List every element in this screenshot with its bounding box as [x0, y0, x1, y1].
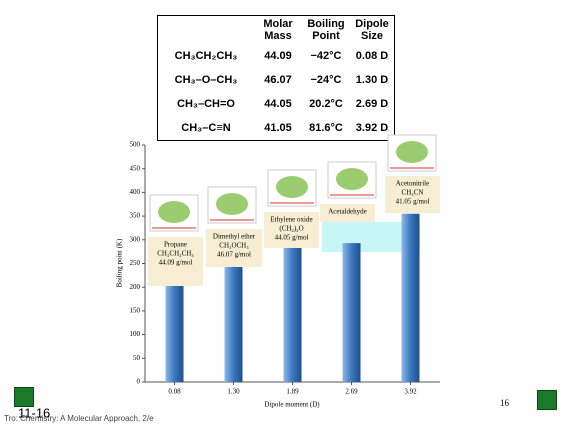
bar	[225, 264, 243, 382]
bar	[284, 247, 302, 382]
slide-id: 11-16	[18, 405, 50, 420]
x-axis-label: Dipole moment (D)	[264, 401, 320, 409]
bar-annotation: Ethylene oxide	[270, 216, 312, 224]
x-tick-label: 2.69	[345, 388, 358, 396]
y-tick-label: 350	[130, 212, 141, 220]
bar-annotation: 44.05 g/mol	[275, 234, 309, 242]
molecule-image	[336, 168, 368, 190]
y-axis-label: Boiling point (K)	[116, 238, 124, 287]
y-tick-label: 450	[130, 164, 141, 172]
bar-annotation: Dimethyl ether	[213, 233, 256, 241]
y-tick-label: 500	[130, 141, 141, 149]
bar-annotation: 46.07 g/mol	[217, 251, 251, 259]
prev-button[interactable]	[14, 387, 34, 407]
bar-annotation: Acetonitrile	[396, 180, 429, 188]
bar-annotation: (CH₂)₂O	[279, 225, 303, 233]
y-tick-label: 200	[130, 283, 141, 291]
bar-annotation: CH₃OCH₃	[219, 242, 249, 250]
slide: Molar MassBoiling PointDipole Size CH₃CH…	[0, 0, 563, 426]
y-tick-label: 250	[130, 259, 141, 267]
bar-annotation: Acetaldehyde	[328, 208, 366, 216]
y-tick-label: 400	[130, 188, 141, 196]
x-tick-label: 0.08	[168, 388, 181, 396]
bar-annotation: 41.05 g/mol	[396, 198, 430, 206]
page-number: 16	[500, 398, 510, 408]
y-tick-label: 0	[137, 378, 141, 386]
molecule-image	[158, 201, 190, 223]
chart: Dipole moment (D) Boiling point (K) 16 T…	[0, 0, 563, 426]
x-tick-label: 3.92	[404, 388, 417, 396]
x-tick-label: 1.30	[227, 388, 240, 396]
y-tick-label: 300	[130, 235, 141, 243]
molecule-image	[396, 141, 428, 163]
bar-annotation: Propane	[164, 241, 187, 249]
y-tick-label: 150	[130, 307, 141, 315]
molecule-image	[216, 193, 248, 215]
bar-annotation: 44.09 g/mol	[159, 259, 193, 267]
bar	[402, 214, 420, 382]
bar-annotation: CH₃CH₂CH₃	[157, 250, 194, 258]
molecule-image	[276, 176, 308, 198]
next-button[interactable]	[537, 390, 557, 410]
y-tick-label: 100	[130, 330, 141, 338]
bar	[343, 243, 361, 382]
x-tick-label: 1.89	[286, 388, 299, 396]
y-tick-label: 50	[133, 354, 141, 362]
bar-annotation: CH₃CN	[402, 189, 424, 197]
bar	[166, 273, 184, 382]
